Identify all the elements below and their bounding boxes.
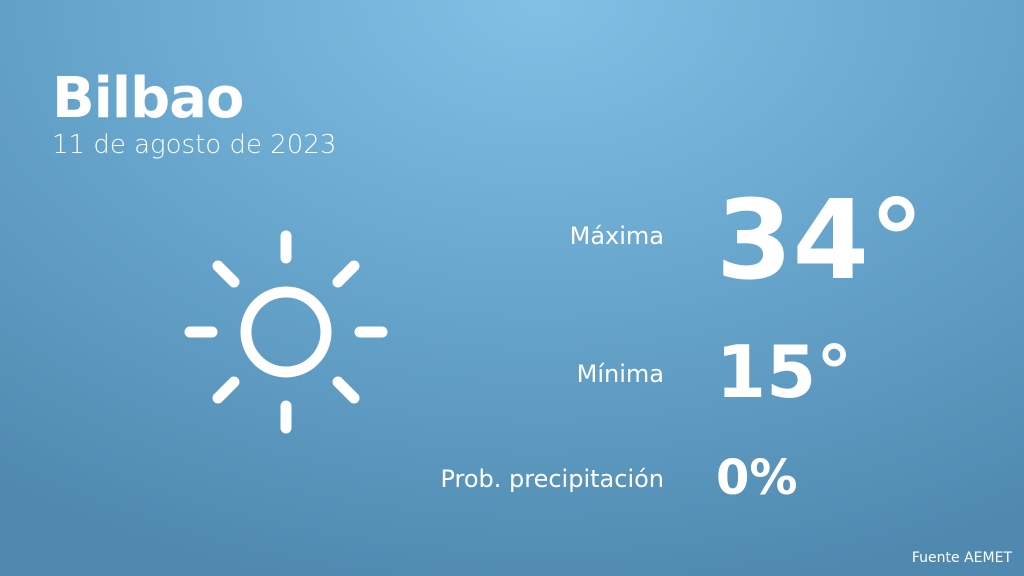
min-label: Mínima	[576, 360, 664, 388]
city-name: Bilbao	[52, 66, 244, 131]
sun-icon	[182, 230, 390, 442]
forecast-date: 11 de agosto de 2023	[52, 130, 337, 160]
min-value: 15°	[716, 330, 853, 414]
precip-value: 0%	[716, 450, 798, 506]
max-label: Máxima	[569, 222, 664, 250]
max-value: 34°	[716, 176, 925, 304]
source-credit: Fuente AEMET	[911, 550, 1012, 566]
precip-label: Prob. precipitación	[440, 465, 664, 493]
